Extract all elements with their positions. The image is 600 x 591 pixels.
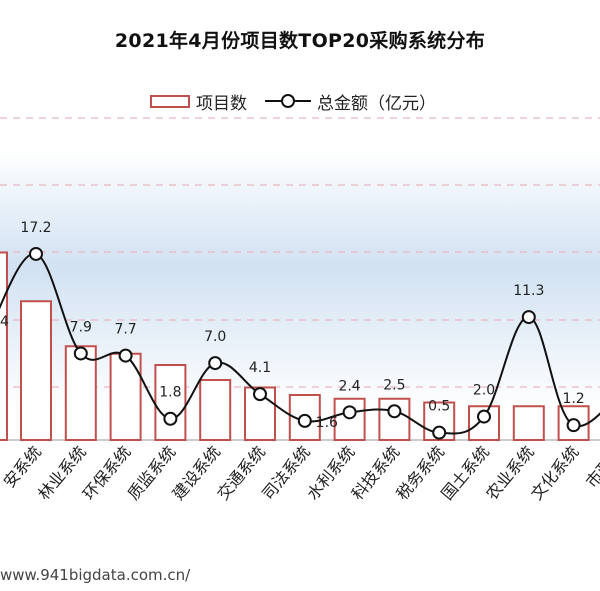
plot-background: [0, 150, 600, 410]
gridlines: [0, 117, 600, 441]
line-point-marker: [29, 246, 43, 261]
line-point-marker: [253, 387, 267, 402]
bar-clipped-left: [0, 251, 8, 441]
plot-band: [0, 150, 600, 410]
line-point-marker: [73, 346, 88, 361]
line-point-marker: [118, 348, 133, 363]
legend-line-marker-icon: [265, 94, 311, 108]
line-point-marker: [521, 310, 536, 325]
line-point-marker: [566, 418, 581, 433]
x-tick-label: 安系统: [0, 442, 45, 491]
data-label: 2.0: [473, 383, 495, 399]
bar: [154, 364, 187, 441]
line-point-marker: [432, 425, 447, 440]
bar: [199, 379, 232, 441]
x-tick-labels: 安系统林业系统环保系统质监系统建设系统交通系统司法系统水利系统科技系统税务系统国…: [0, 442, 600, 503]
bar: [20, 300, 52, 441]
bar: [512, 405, 545, 441]
line-point-marker: [297, 413, 312, 428]
legend-bars-label: 项目数: [196, 93, 247, 114]
data-label: 11.3: [513, 283, 544, 299]
line-point-marker: [342, 405, 357, 420]
legend-item-bars: 项目数: [150, 89, 247, 114]
data-label-clipped: 4: [0, 314, 9, 330]
data-label: 1.8: [159, 385, 181, 401]
line-point-marker: [387, 404, 402, 419]
line-point-marker: [208, 356, 223, 371]
bar: [333, 397, 366, 441]
line-point-marker: [163, 411, 178, 426]
legend-bar-swatch: [150, 94, 190, 108]
data-label: 4.1: [249, 360, 271, 376]
data-labels: 17.2 7.9 7.7 1.8 7.0 4.1 1.6 2.4 2.5 0.5 2.0 11.3 1.…: [0, 220, 585, 431]
legend-item-line: 总金额（亿元）: [265, 89, 436, 114]
data-label: 1.2: [562, 391, 584, 407]
data-label: 17.2: [20, 220, 51, 236]
data-label: 7.0: [204, 329, 226, 345]
data-label: 1.6: [316, 415, 338, 431]
legend-line-label: 总金额（亿元）: [317, 93, 436, 114]
legend: 项目数 总金额（亿元）: [150, 88, 454, 114]
line-point-marker: [477, 409, 491, 424]
x-tick-label: 市政系: [582, 442, 600, 491]
data-label: 7.9: [70, 319, 92, 335]
source-url: www.941bigdata.com.cn/: [0, 566, 191, 584]
data-label: 2.5: [383, 377, 405, 393]
chart-title: 2021年4月份项目数TOP20采购系统分布: [114, 30, 486, 52]
line-series: [0, 246, 600, 440]
bar: [64, 345, 97, 441]
data-label: 0.5: [428, 399, 450, 415]
data-label: 2.4: [338, 378, 360, 394]
x-tick-label: 文化系统: [527, 442, 583, 503]
bar: [378, 397, 411, 441]
data-label: 7.7: [114, 322, 136, 338]
